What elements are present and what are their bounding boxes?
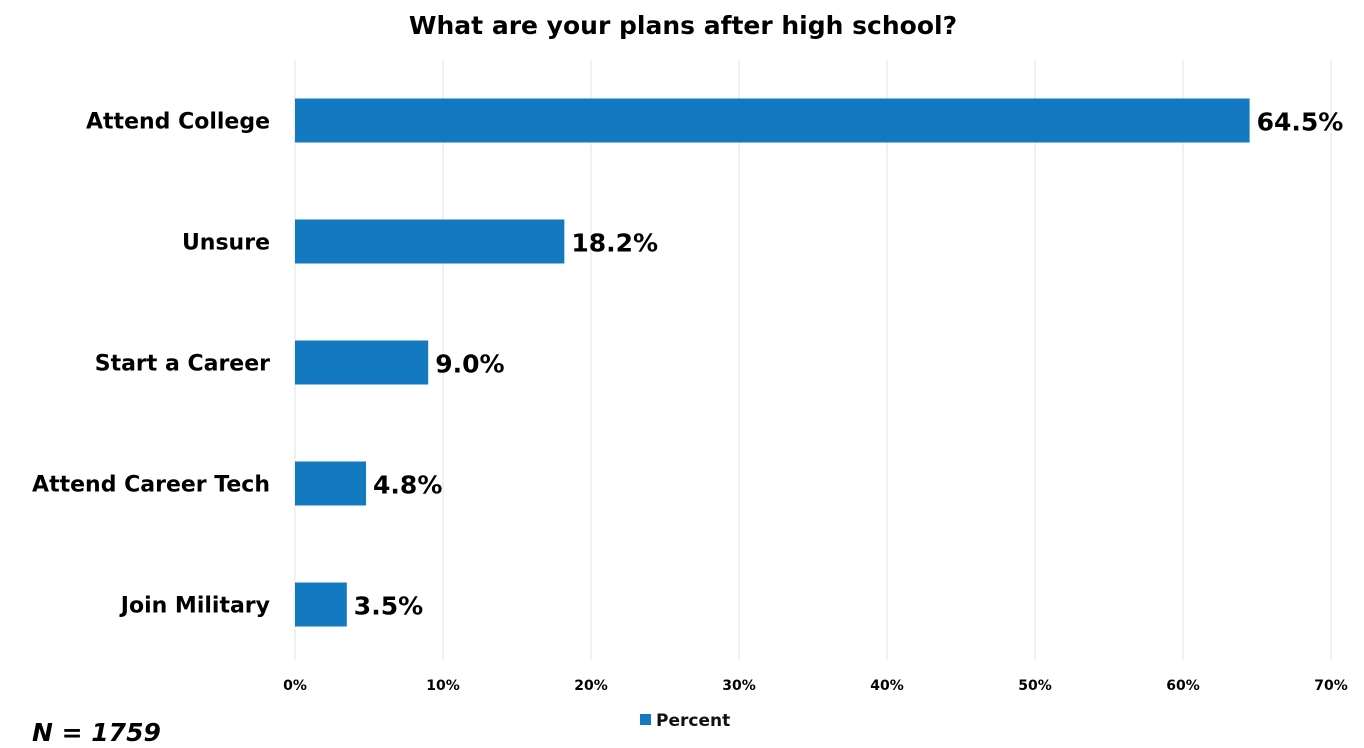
- bar: [295, 582, 347, 627]
- category-label: Join Military: [119, 594, 270, 619]
- sample-size-note: N = 1759: [32, 718, 161, 747]
- category-label: Attend College: [86, 110, 270, 135]
- x-tick-label: 30%: [722, 678, 756, 694]
- data-label: 9.0%: [435, 350, 504, 379]
- bar: [295, 461, 367, 506]
- x-tick-label: 70%: [1314, 678, 1348, 694]
- bar: [295, 98, 1250, 143]
- category-label: Unsure: [182, 231, 270, 256]
- legend-label: Percent: [656, 711, 730, 731]
- x-axis-tick-labels: 0% 10% 20% 30% 40% 50% 60% 70%: [283, 678, 1348, 694]
- data-label: 64.5%: [1257, 108, 1344, 137]
- category-label: Start a Career: [95, 352, 270, 377]
- bar: [295, 219, 565, 264]
- x-tick-label: 0%: [283, 678, 307, 694]
- data-label: 3.5%: [354, 592, 423, 621]
- x-tick-label: 20%: [574, 678, 608, 694]
- data-label: 18.2%: [571, 229, 658, 258]
- legend: Percent: [640, 711, 730, 731]
- bars: [295, 98, 1250, 627]
- chart-title: What are your plans after high school?: [409, 11, 957, 40]
- x-tick-label: 40%: [870, 678, 904, 694]
- data-labels: 64.5% 18.2% 9.0% 4.8% 3.5%: [354, 108, 1344, 621]
- x-tick-label: 10%: [426, 678, 460, 694]
- category-labels: Attend College Unsure Start a Career Attend…: [32, 110, 270, 619]
- data-label: 4.8%: [373, 471, 442, 500]
- x-tick-label: 60%: [1166, 678, 1200, 694]
- legend-swatch: [640, 714, 651, 725]
- category-label: Attend Career Tech: [32, 473, 270, 498]
- bar: [295, 340, 429, 385]
- x-tick-label: 50%: [1018, 678, 1052, 694]
- gridlines: [294, 60, 1332, 660]
